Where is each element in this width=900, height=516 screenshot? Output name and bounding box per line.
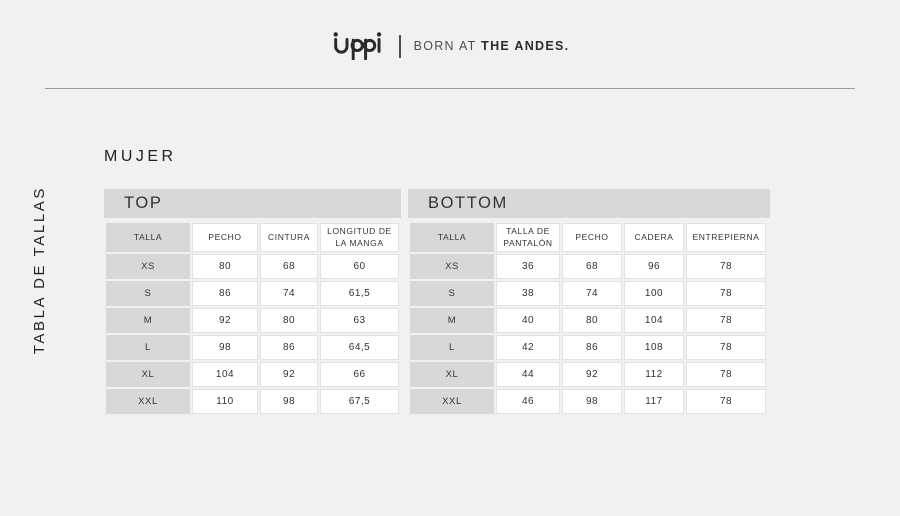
value-cell: 110	[192, 389, 258, 414]
table-row: L 42 86 108 78	[410, 335, 766, 360]
table-row: XXL 46 98 117 78	[410, 389, 766, 414]
value-cell: 80	[192, 254, 258, 279]
table-title-bottom: BOTTOM	[408, 189, 770, 218]
value-cell: 74	[562, 281, 622, 306]
size-label-cell: M	[410, 308, 494, 333]
value-cell: 78	[686, 362, 766, 387]
size-label-cell: XXL	[410, 389, 494, 414]
size-label-cell: M	[106, 308, 190, 333]
column-header: LONGITUD DE LA MANGA	[320, 223, 399, 252]
table-row: XS 80 68 60	[106, 254, 399, 279]
value-cell: 100	[624, 281, 684, 306]
brand-tagline: BORN AT THE ANDES.	[414, 39, 570, 53]
value-cell: 61,5	[320, 281, 399, 306]
value-cell: 92	[562, 362, 622, 387]
value-cell: 78	[686, 335, 766, 360]
column-header: ENTREPIERNA	[686, 223, 766, 252]
table-title-top: TOP	[104, 189, 401, 218]
value-cell: 80	[562, 308, 622, 333]
value-cell: 60	[320, 254, 399, 279]
table-row: S 38 74 100 78	[410, 281, 766, 306]
value-cell: 66	[320, 362, 399, 387]
value-cell: 74	[260, 281, 318, 306]
value-cell: 42	[496, 335, 560, 360]
size-table-bottom: BOTTOM TALLA TALLA DE PANTALÓN PECHO CADERA…	[408, 189, 770, 416]
value-cell: 104	[624, 308, 684, 333]
value-cell: 96	[624, 254, 684, 279]
value-cell: 78	[686, 389, 766, 414]
size-label-cell: XXL	[106, 389, 190, 414]
column-header: CADERA	[624, 223, 684, 252]
value-cell: 112	[624, 362, 684, 387]
value-cell: 98	[562, 389, 622, 414]
table-row: XXL 110 98 67,5	[106, 389, 399, 414]
column-header-talla: TALLA	[106, 223, 190, 252]
table-row: XL 104 92 66	[106, 362, 399, 387]
value-cell: 46	[496, 389, 560, 414]
value-cell: 78	[686, 308, 766, 333]
value-cell: 92	[260, 362, 318, 387]
table-row: M 92 80 63	[106, 308, 399, 333]
size-label-cell: S	[106, 281, 190, 306]
size-table-top: TOP TALLA PECHO CINTURA LONGITUD DE LA MANG…	[104, 189, 401, 416]
column-header: TALLA DE PANTALÓN	[496, 223, 560, 252]
column-header: CINTURA	[260, 223, 318, 252]
size-label-cell: XL	[410, 362, 494, 387]
table-row: L 98 86 64,5	[106, 335, 399, 360]
brand-divider	[398, 34, 401, 58]
table-row: S 86 74 61,5	[106, 281, 399, 306]
side-label-tabla-de-tallas: TABLA DE TALLAS	[31, 186, 48, 355]
value-cell: 63	[320, 308, 399, 333]
table-row: M 40 80 104 78	[410, 308, 766, 333]
value-cell: 44	[496, 362, 560, 387]
table-row: XS 36 68 96 78	[410, 254, 766, 279]
value-cell: 86	[260, 335, 318, 360]
value-cell: 80	[260, 308, 318, 333]
size-label-cell: L	[106, 335, 190, 360]
value-cell: 98	[192, 335, 258, 360]
value-cell: 36	[496, 254, 560, 279]
tagline-bold: THE ANDES.	[481, 39, 570, 53]
value-cell: 104	[192, 362, 258, 387]
content-area: MUJER TOP TALLA PECHO CINTURA LONGITUD DE L…	[104, 148, 770, 416]
header-row: TALLA PECHO CINTURA LONGITUD DE LA MANGA	[106, 223, 399, 252]
value-cell: 64,5	[320, 335, 399, 360]
header-row: TALLA TALLA DE PANTALÓN PECHO CADERA ENTREPI…	[410, 223, 766, 252]
value-cell: 92	[192, 308, 258, 333]
size-label-cell: XS	[106, 254, 190, 279]
value-cell: 78	[686, 254, 766, 279]
section-title-mujer: MUJER	[104, 148, 177, 165]
value-cell: 86	[562, 335, 622, 360]
value-cell: 78	[686, 281, 766, 306]
value-cell: 86	[192, 281, 258, 306]
page-header: BORN AT THE ANDES.	[0, 32, 900, 60]
column-header: PECHO	[562, 223, 622, 252]
value-cell: 117	[624, 389, 684, 414]
value-cell: 40	[496, 308, 560, 333]
value-cell: 38	[496, 281, 560, 306]
value-cell: 68	[562, 254, 622, 279]
value-cell: 108	[624, 335, 684, 360]
size-label-cell: XS	[410, 254, 494, 279]
tables-row: TOP TALLA PECHO CINTURA LONGITUD DE LA MANG…	[104, 189, 770, 416]
value-cell: 67,5	[320, 389, 399, 414]
top-size-table: TALLA PECHO CINTURA LONGITUD DE LA MANGA XS 8…	[104, 221, 401, 416]
column-header-talla: TALLA	[410, 223, 494, 252]
value-cell: 68	[260, 254, 318, 279]
tagline-regular: BORN AT	[413, 39, 477, 53]
bottom-size-table: TALLA TALLA DE PANTALÓN PECHO CADERA ENTREPI…	[408, 221, 768, 416]
lippi-logo	[331, 32, 384, 60]
header-rule	[45, 88, 855, 89]
table-row: XL 44 92 112 78	[410, 362, 766, 387]
value-cell: 98	[260, 389, 318, 414]
column-header: PECHO	[192, 223, 258, 252]
size-label-cell: L	[410, 335, 494, 360]
size-label-cell: XL	[106, 362, 190, 387]
size-label-cell: S	[410, 281, 494, 306]
